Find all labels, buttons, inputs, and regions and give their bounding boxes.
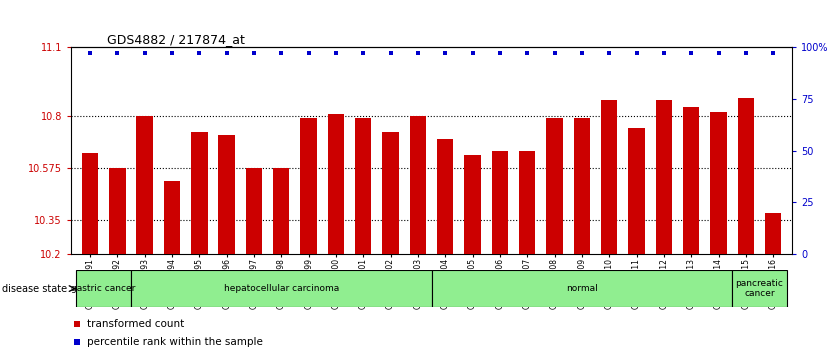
Text: gastric cancer: gastric cancer [72,284,136,293]
Text: pancreatic
cancer: pancreatic cancer [736,279,783,298]
Text: normal: normal [566,284,598,293]
Bar [656,100,672,254]
Bar [601,100,617,254]
Bar [465,155,480,254]
Text: transformed count: transformed count [87,319,184,329]
Bar [683,107,700,254]
Bar [77,270,131,307]
Bar [574,118,590,254]
Bar [82,153,98,254]
Bar [519,151,535,254]
Bar [492,151,508,254]
Text: disease state: disease state [2,284,67,294]
Bar [328,114,344,254]
Text: percentile rank within the sample: percentile rank within the sample [87,337,263,347]
Bar [628,128,645,254]
Bar [711,111,726,254]
Bar [732,270,786,307]
Bar [246,168,262,254]
Text: GDS4882 / 217874_at: GDS4882 / 217874_at [107,33,245,46]
Bar [737,98,754,254]
Bar [163,180,180,254]
Bar [137,116,153,254]
Bar [546,118,563,254]
Bar [273,168,289,254]
Bar [765,213,781,254]
Bar [219,135,235,254]
Bar [383,132,399,254]
Bar [131,270,432,307]
Bar [109,168,126,254]
Bar [432,270,732,307]
Bar [191,132,208,254]
Bar [355,118,371,254]
Bar [409,116,426,254]
Bar [437,139,454,254]
Bar [300,118,317,254]
Text: hepatocellular carcinoma: hepatocellular carcinoma [224,284,339,293]
